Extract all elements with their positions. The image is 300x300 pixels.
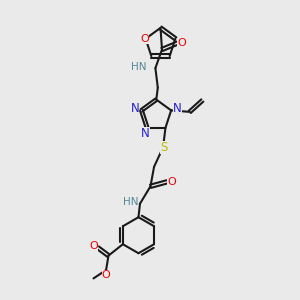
Text: HN: HN — [131, 61, 147, 72]
Text: O: O — [177, 38, 186, 48]
Text: S: S — [160, 141, 167, 154]
Text: O: O — [89, 241, 98, 251]
Text: O: O — [167, 177, 176, 187]
Text: O: O — [102, 270, 110, 280]
Text: O: O — [140, 34, 149, 44]
Text: N: N — [173, 102, 182, 116]
Text: N: N — [130, 102, 139, 116]
Text: HN: HN — [123, 197, 139, 207]
Text: N: N — [141, 127, 150, 140]
